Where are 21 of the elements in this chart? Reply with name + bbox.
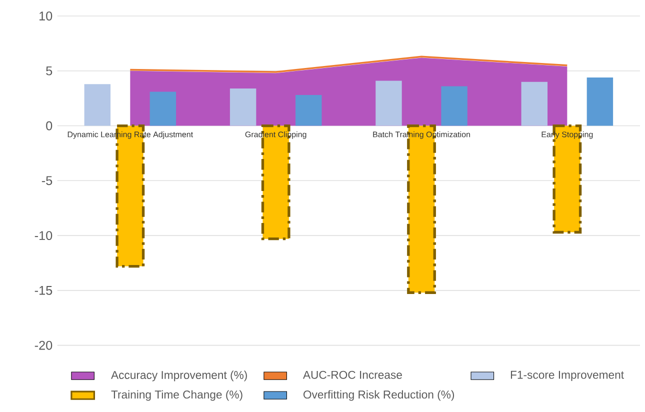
bar xyxy=(586,77,614,126)
bar xyxy=(230,88,256,126)
bar xyxy=(521,82,548,126)
line-series xyxy=(129,56,568,73)
legend-label: Overfitting Risk Reduction (%) xyxy=(304,390,454,401)
y-tick-label: -5 xyxy=(42,176,52,186)
y-tick-label: -20 xyxy=(34,340,52,350)
bar xyxy=(441,86,468,126)
y-tick-label: 5 xyxy=(46,66,52,76)
legend-label: Accuracy Improvement (%) xyxy=(111,370,247,382)
bar xyxy=(84,84,111,126)
legend-label: F1-score Improvement xyxy=(510,370,624,382)
y-tick-label: -15 xyxy=(34,286,52,295)
y-tick-label: 10 xyxy=(40,12,52,20)
bar xyxy=(150,92,176,126)
bar xyxy=(296,95,322,126)
legend-label: Training Time Change (%) xyxy=(111,390,242,401)
y-tick-label: 0 xyxy=(46,121,52,130)
y-tick-label: -10 xyxy=(34,231,52,240)
bar xyxy=(376,80,402,126)
legend-label: AUC-ROC Increase xyxy=(302,370,402,379)
